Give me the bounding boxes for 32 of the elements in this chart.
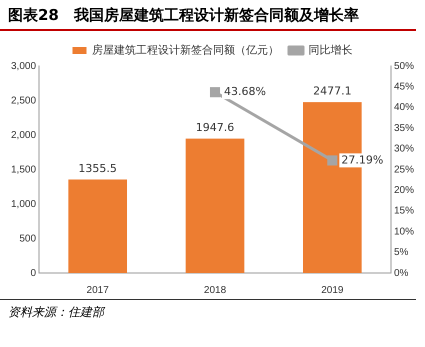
y-tick-label: 1,000 [10, 198, 36, 210]
bar [68, 179, 128, 273]
x-tick-label: 2018 [204, 284, 227, 296]
y2-tick-label: 35% [394, 122, 414, 134]
y-tick-label: 1,500 [10, 164, 36, 176]
y2-tick-label: 20% [394, 184, 414, 196]
y2-tick-label: 45% [394, 81, 414, 92]
data-label: 2477.1 [313, 84, 352, 98]
x-tick-label: 2017 [86, 284, 110, 296]
y-tick-label: 2,500 [10, 95, 36, 106]
y2-tick-label: 30% [394, 144, 414, 155]
data-label: 27.19% [341, 153, 384, 166]
y2-tick-label: 10% [394, 226, 414, 238]
y-tick-label: 2,000 [10, 130, 36, 141]
data-label: 43.68% [224, 85, 266, 98]
legend-label: 同比增长 [308, 44, 352, 57]
y2-tick-label: 25% [394, 164, 414, 176]
y2-tick-label: 50% [394, 60, 414, 72]
y-tick-label: 500 [19, 233, 36, 244]
y2-tick-label: 15% [394, 206, 414, 217]
y-tick-label: 0 [30, 268, 36, 279]
x-tick-label: 2019 [321, 284, 344, 296]
y2-tick-label: 0% [394, 268, 409, 279]
legend-label: 房屋建筑工程设计新签合同额（亿元） [92, 44, 279, 57]
data-label: 1947.6 [196, 120, 234, 134]
data-label: 1355.5 [78, 162, 117, 175]
y2-tick-label: 5% [394, 247, 409, 258]
y-tick-label: 3,000 [10, 60, 36, 72]
y2-tick-label: 40% [394, 102, 414, 114]
chart-title: 图表28 我国房屋建筑工程设计新签合同额及增长率 [0, 0, 416, 31]
bar [186, 138, 244, 273]
text: 资料来源：住建部 [0, 299, 416, 325]
